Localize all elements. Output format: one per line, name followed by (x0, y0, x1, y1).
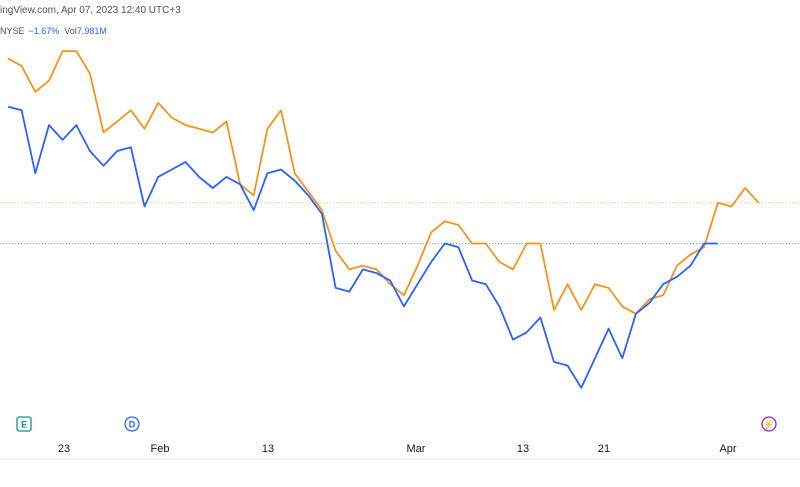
change-percent: −1.67% (28, 26, 60, 36)
series-line-0 (7, 105, 718, 389)
x-tick-label: Mar (407, 443, 426, 455)
lightning-icon[interactable]: ⚡ (761, 416, 777, 432)
volume-value: 7.981M (76, 26, 107, 36)
price-lines (0, 202, 800, 244)
earnings-icon[interactable]: E (16, 416, 32, 432)
symbol-legend: NYSE −1.67% Vol7.981M (0, 26, 107, 36)
chart-source-date: ingView.com, Apr 07, 2023 12:40 UTC+3 (0, 5, 181, 16)
event-markers: E D ⚡ (16, 416, 777, 432)
x-tick-label: 13 (517, 443, 529, 455)
x-tick-label: Feb (151, 443, 170, 455)
svg-text:⚡: ⚡ (763, 419, 774, 431)
series-line-1 (7, 50, 760, 315)
x-tick-label: 23 (58, 443, 70, 455)
x-tick-label: 21 (598, 443, 610, 455)
x-axis-ticks: 23 Feb 13 Mar 13 21 Apr (58, 443, 737, 455)
exchange-label: NYSE (0, 26, 25, 36)
dividend-icon[interactable]: D (124, 416, 140, 432)
series-lines (7, 50, 760, 389)
x-tick-label: 13 (262, 443, 274, 455)
volume-label: Vol (64, 26, 77, 36)
svg-text:E: E (21, 420, 27, 430)
svg-text:D: D (129, 420, 136, 430)
x-tick-label: Apr (719, 443, 736, 455)
